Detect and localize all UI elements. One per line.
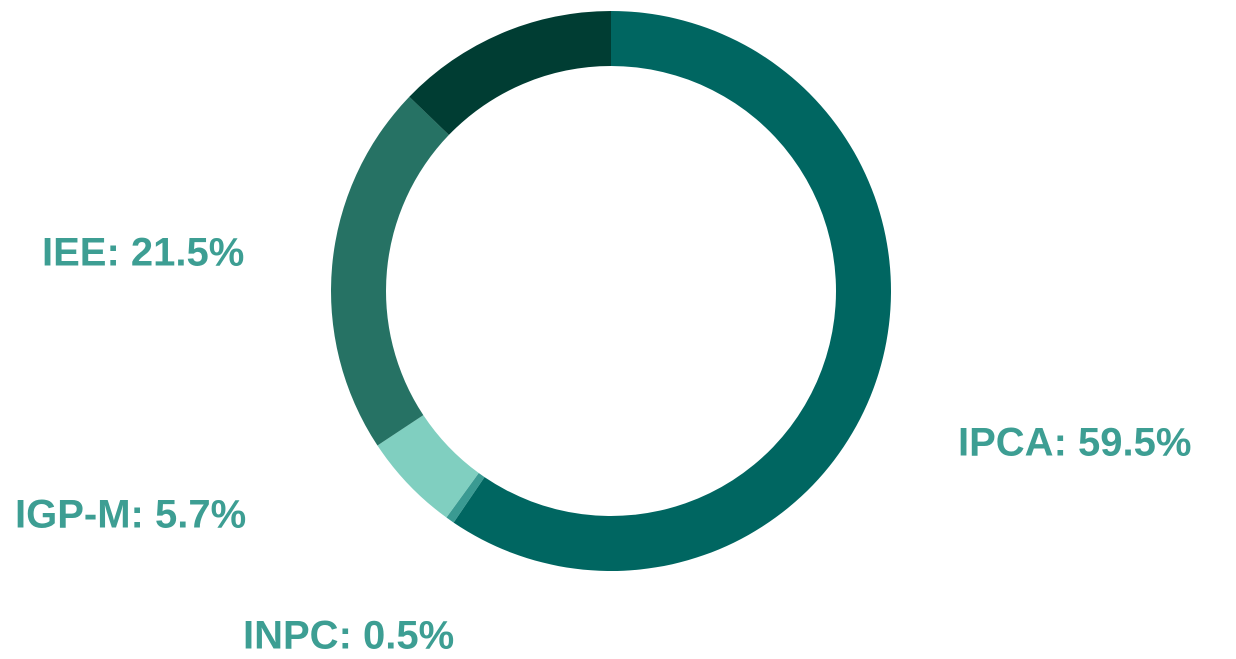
segment-label: IPCA: 59.5% (958, 421, 1191, 465)
donut-segment (446, 473, 485, 523)
donut-segment (330, 96, 449, 446)
donut-segment (453, 11, 891, 571)
segment-label: IGP-M: 5.7% (15, 493, 246, 537)
donut-segment (377, 415, 479, 518)
donut-segment (409, 11, 611, 135)
segment-label: INPC: 0.5% (243, 614, 454, 658)
segment-label: IEE: 21.5% (42, 231, 244, 275)
